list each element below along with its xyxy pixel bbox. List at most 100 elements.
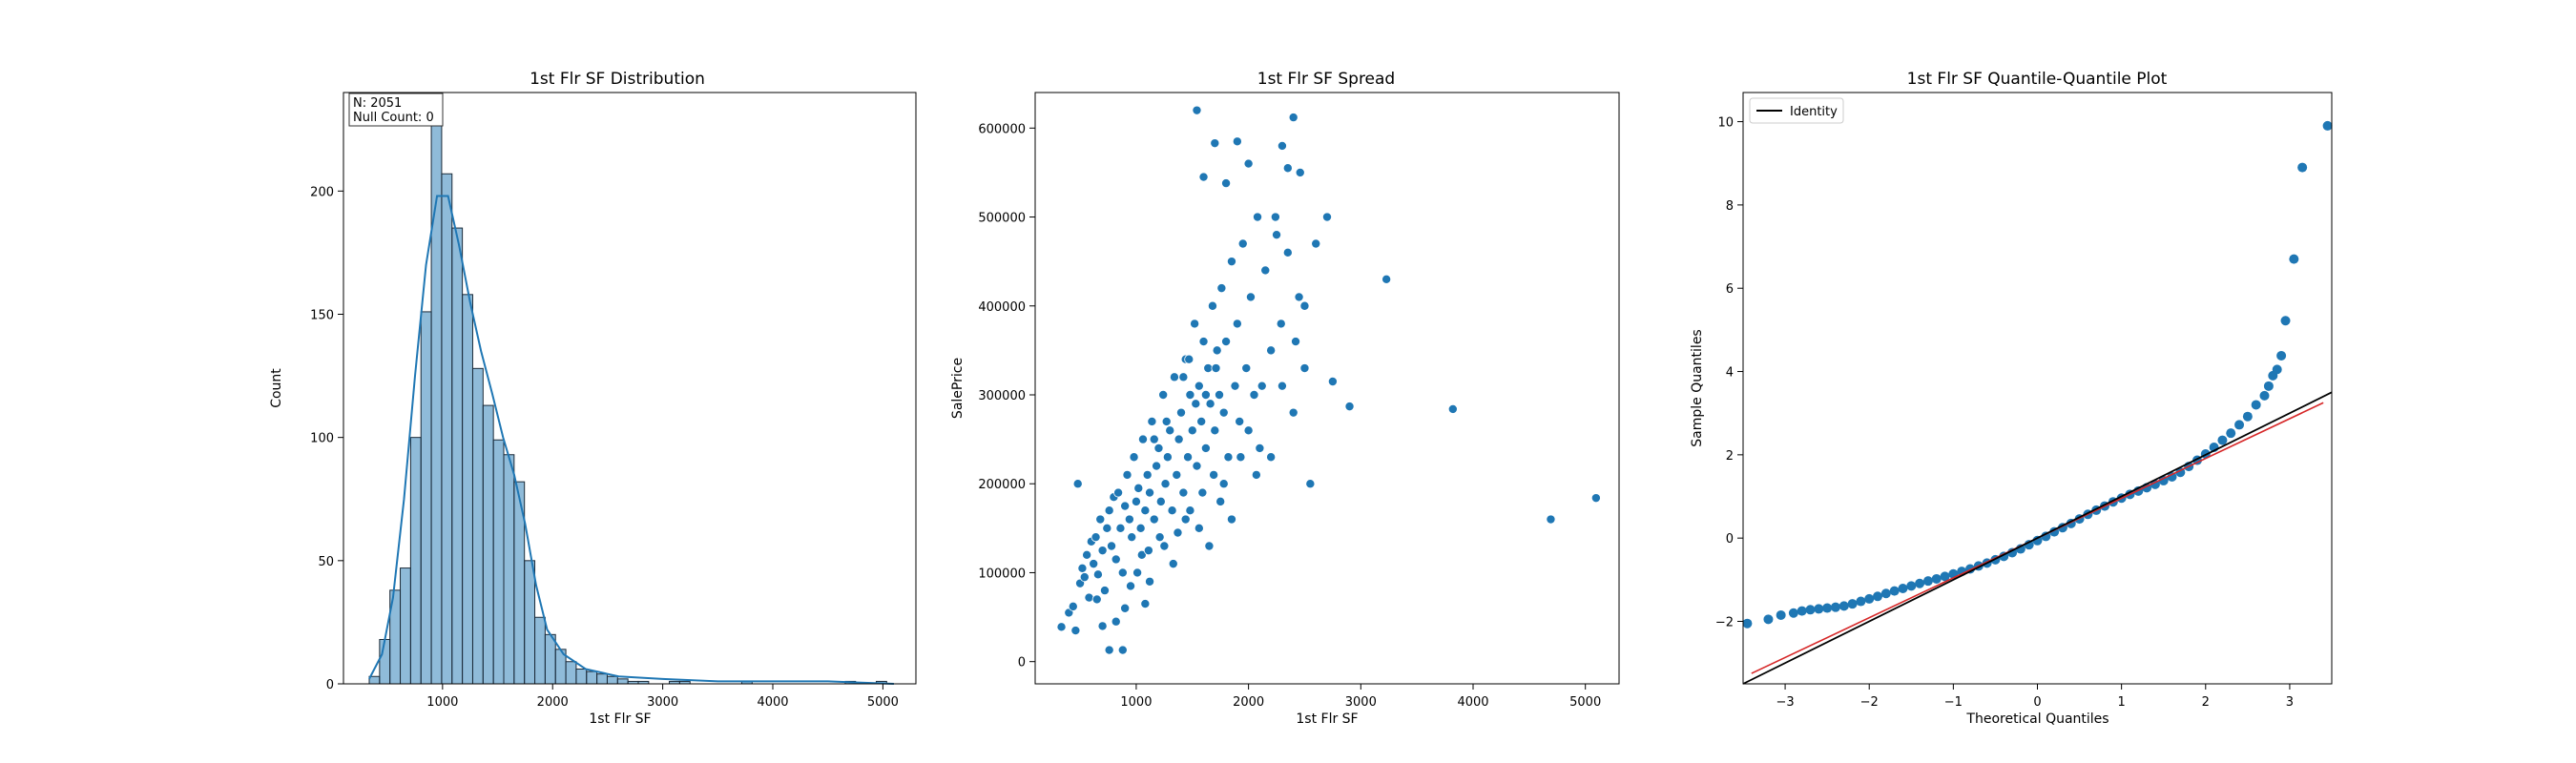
qq-point [2167,472,2177,482]
scatter-point [1235,416,1245,426]
scatter-point [1207,300,1217,311]
x-tick-label: 1000 [1120,695,1152,710]
x-axis-label: 1st Flr SF [589,711,651,727]
scatter-point [1149,434,1159,444]
scatter-point [1282,247,1293,258]
scatter-point [1249,389,1259,400]
scatter-point [1197,487,1208,498]
scatter-point [1221,337,1232,347]
scatter-point [1260,265,1271,276]
axes-frame [1742,92,2333,685]
qq-point [1805,605,1816,615]
scatter-point [1200,389,1211,400]
scatter-point [1257,381,1267,391]
scatter-point [1104,505,1114,516]
scatter-point [1127,532,1137,543]
qq-point [2272,364,2282,375]
x-tick-label: 1 [2118,695,2126,710]
qq-point [1763,614,1774,625]
y-tick-label: 100000 [978,567,1026,581]
scatter-point [1305,479,1316,489]
scatter-point [1142,469,1153,480]
x-axis-label: Theoretical Quantiles [1965,711,2109,727]
scatter-point [1295,167,1305,177]
x-tick-label: 3000 [1345,695,1377,710]
chart-title: 1st Flr SF Quantile-Quantile Plot [1907,70,2168,89]
scatter-point [1132,567,1143,578]
scatter-point [1168,559,1178,569]
chart-title: 1st Flr SF Spread [1257,70,1395,89]
scatter-point [1251,469,1261,480]
qq-point [1880,588,1891,599]
x-tick-label: 5000 [1569,695,1601,710]
qq-point [1822,603,1833,613]
qq-point [2297,162,2308,173]
y-tick-label: 500000 [978,212,1026,226]
scatter-point [1447,403,1458,414]
scatter-panel: 1st Flr SF Spread 1000 2000 3000 4000 5000 0 1… [950,70,1620,727]
scatter-point [1270,212,1280,222]
scatter-point [1104,645,1114,655]
identity-line [1742,391,2333,685]
scatter-point [1092,569,1103,580]
scatter-point [1120,501,1131,511]
scatter-point [1131,496,1141,506]
qq-point [2259,390,2270,401]
qq-point [2263,381,2274,391]
scatter-point [1172,469,1182,480]
scatter-point [1129,452,1139,463]
scatter-point [1115,523,1126,533]
scatter-point [1136,549,1147,560]
histogram-bar [524,560,536,685]
scatter-point [1191,399,1201,409]
scatter-point [1311,238,1321,249]
scatter-point [1241,363,1252,374]
qq-point [2041,531,2051,542]
scatter-point [1145,487,1155,498]
scatter-point [1282,163,1293,174]
qq-panel: 1st Flr SF Quantile-Quantile Plot −3 −2 −1… [1690,70,2333,727]
x-tick-label: −1 [1944,695,1963,710]
scatter-point [1159,541,1170,551]
y-tick-label: 8 [1726,199,1734,214]
scatter-point [1276,319,1286,329]
histogram-bar [565,661,577,685]
histogram-bar [586,670,598,685]
x-tick-label: 5000 [867,695,899,710]
qq-point [2276,350,2287,361]
scatter-point [1099,586,1110,596]
y-tick-label: 150 [310,309,334,323]
scatter-point [1546,514,1556,525]
scatter-point [1198,337,1209,347]
scatter-point [1192,461,1202,471]
legend-box [1749,97,1844,124]
y-axis-label: Count [269,368,284,408]
qq-point [2217,435,2228,445]
scatter-point [1590,493,1601,504]
scatter-point [1149,514,1159,525]
annotation-null-count: Null Count: 0 [353,111,434,125]
scatter-point [1143,546,1153,556]
scatter-point [1145,576,1155,587]
qq-point [2280,316,2291,326]
scatter-point [1183,452,1194,463]
histogram-bar [482,404,494,685]
scatter-point [1211,363,1221,374]
scatter-point [1158,389,1169,400]
scatter-point [1210,138,1220,149]
qq-point [1847,599,1858,609]
scatter-point [1176,407,1187,418]
y-tick-label: 0 [1018,656,1026,670]
x-tick-label: 2 [2202,695,2210,710]
scatter-point [1107,541,1117,551]
scatter-point [1140,505,1151,516]
scatter-point [1155,496,1166,506]
scatter-point [1173,527,1183,538]
y-tick-label: 0 [326,678,334,692]
y-tick-label: 6 [1726,282,1734,297]
scatter-point [1089,559,1099,569]
histogram-bar [420,311,432,685]
qq-point [1788,608,1798,618]
y-tick-label: 50 [318,555,334,569]
qq-point [2234,420,2245,430]
